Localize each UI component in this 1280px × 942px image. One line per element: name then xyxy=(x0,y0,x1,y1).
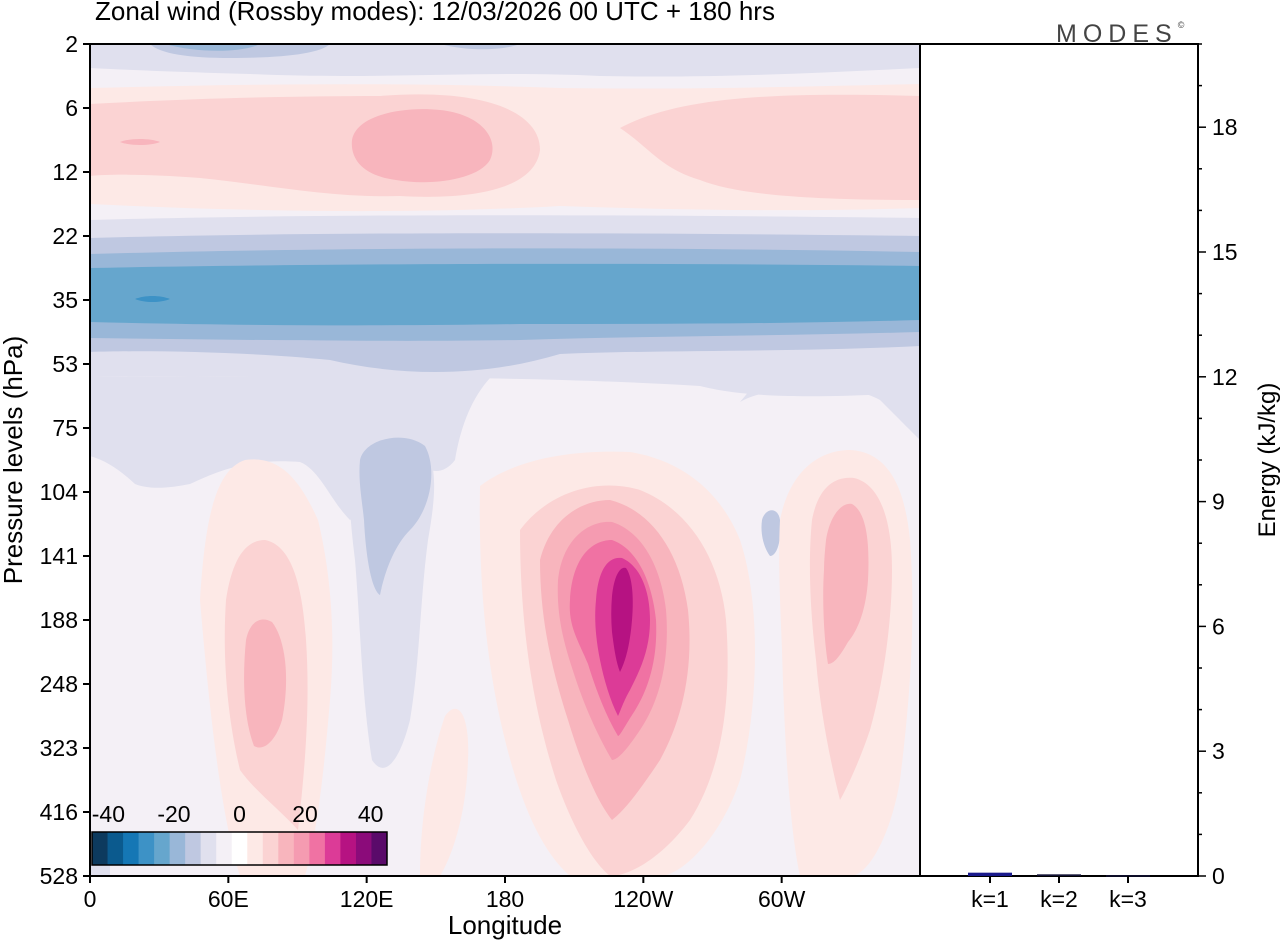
colorbar-swatch xyxy=(200,832,217,865)
contour-top-easterly-core xyxy=(165,44,260,51)
x-tick-label: 60E xyxy=(208,886,249,912)
colorbar-swatch xyxy=(107,832,124,865)
y-tick-label: 35 xyxy=(52,287,78,313)
y-tick-label: 188 xyxy=(40,607,78,633)
y-tick-label: 323 xyxy=(40,735,78,761)
energy-tick-label: 12 xyxy=(1212,364,1238,390)
colorbar-swatch xyxy=(293,832,310,865)
energy-bars: k=1 k=2 k=3 xyxy=(968,872,1150,912)
y-tick-label: 248 xyxy=(40,671,78,697)
x-tick-label: 120E xyxy=(340,886,394,912)
contour-strat-westerly-4 xyxy=(120,139,160,145)
colorbar-swatch xyxy=(123,832,140,865)
y-tick-label: 528 xyxy=(40,863,78,889)
energy-tick-label: 9 xyxy=(1212,489,1225,515)
chart-title: Zonal wind (Rossby modes): 12/03/2026 00… xyxy=(95,0,775,26)
energy-tick-label: 0 xyxy=(1212,863,1225,889)
contour-lower-easterly-left xyxy=(90,376,490,520)
energy-panel-frame xyxy=(919,43,1199,877)
y-tick-label: 22 xyxy=(52,223,78,249)
colorbar-swatch xyxy=(138,832,155,865)
energy-bar xyxy=(1037,874,1081,876)
colorbar-swatch xyxy=(278,832,295,865)
energy-axis-label: Energy (kJ/kg) xyxy=(1254,383,1280,538)
contour-westerly-120W-core xyxy=(611,567,633,672)
y-tick-label: 12 xyxy=(52,159,78,185)
contour-strat-westerly-3 xyxy=(351,109,493,183)
colorbar xyxy=(91,831,388,866)
colorbar-swatch xyxy=(185,832,202,865)
y-tick-label: 104 xyxy=(40,479,79,505)
y-tick-label: 141 xyxy=(40,543,78,569)
contour-easterly-band-core xyxy=(135,296,170,302)
contour-strat-westerly-2 xyxy=(90,94,920,200)
colorbar-swatch xyxy=(324,832,341,865)
y-axis: 2 6 12 22 35 53 75 104 141 188 248 323 416 528 xyxy=(40,31,90,889)
colorbar-swatch xyxy=(154,832,171,865)
contour-easterly-50W xyxy=(761,510,781,556)
contour-westerly-90E-3 xyxy=(244,619,287,748)
colorbar-swatch xyxy=(216,832,233,865)
colorbar-swatch xyxy=(231,832,248,865)
colorbar-frame xyxy=(91,831,388,866)
energy-tick-label: 15 xyxy=(1212,239,1238,265)
y-tick-label: 2 xyxy=(65,31,78,57)
colorbar-swatch xyxy=(355,832,372,865)
colorbar-swatch xyxy=(247,832,264,865)
x-tick-label: 120W xyxy=(613,886,673,912)
y-tick-label: 416 xyxy=(40,799,78,825)
contour-easterly-130E xyxy=(359,437,432,595)
contour-easterly-band-4 xyxy=(90,263,920,326)
colorbar-tick-label: -20 xyxy=(157,801,190,827)
y-tick-label: 75 xyxy=(52,415,78,441)
colorbar-labels: -40 -20 0 20 40 xyxy=(92,801,384,827)
energy-tick-label: 3 xyxy=(1212,738,1225,764)
energy-category-label: k=2 xyxy=(1040,886,1078,912)
colorbar-swatch xyxy=(309,832,326,865)
colorbar-tick-label: -40 xyxy=(92,801,125,827)
energy-bar xyxy=(1106,875,1150,877)
x-tick-label: 0 xyxy=(84,886,97,912)
logo-mark: © xyxy=(1177,20,1185,30)
y-tick-label: 6 xyxy=(65,95,78,121)
y-axis-label: Pressure levels (hPa) xyxy=(0,336,28,585)
colorbar-tick-label: 40 xyxy=(358,801,384,827)
colorbar-tick-label: 20 xyxy=(292,801,318,827)
contour-easterly-right-edge xyxy=(740,376,920,440)
y-tick-label: 53 xyxy=(52,351,78,377)
x-axis-label: Longitude xyxy=(448,910,562,940)
colorbar-swatch xyxy=(92,832,109,865)
contour-westerly-160E xyxy=(420,708,469,876)
x-tick-label: 60W xyxy=(758,886,806,912)
energy-axis: 0 3 6 9 12 15 18 xyxy=(1198,43,1238,889)
energy-category-label: k=1 xyxy=(971,886,1009,912)
energy-tick-label: 6 xyxy=(1212,613,1225,639)
x-axis: 0 60E 120E 180 120W 60W xyxy=(84,876,806,912)
x-tick-label: 180 xyxy=(486,886,524,912)
energy-category-label: k=3 xyxy=(1109,886,1147,912)
colorbar-tick-label: 0 xyxy=(233,801,246,827)
energy-bar xyxy=(968,872,1012,876)
energy-tick-label: 18 xyxy=(1212,114,1238,140)
contour-westerly-30W-3 xyxy=(823,503,869,664)
colorbar-swatch xyxy=(169,832,186,865)
colorbar-swatch xyxy=(340,832,357,865)
contour-field xyxy=(90,44,920,876)
colorbar-swatch xyxy=(371,832,388,865)
colorbar-swatch xyxy=(262,832,279,865)
